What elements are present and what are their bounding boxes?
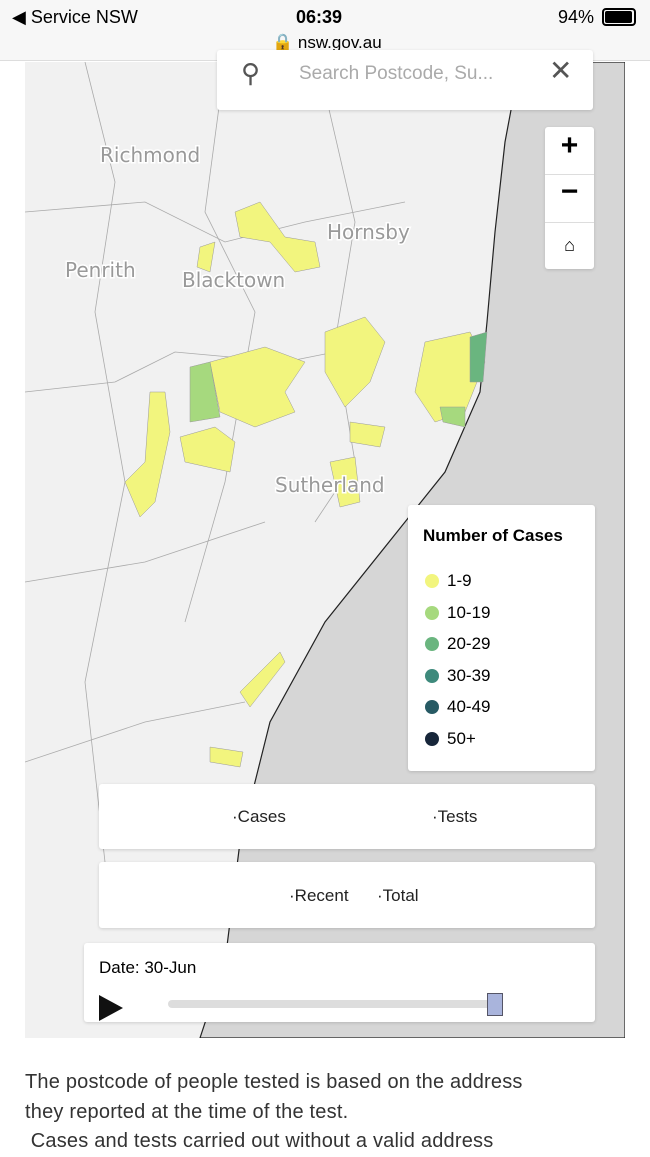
place-label: Blacktown [182,268,285,292]
legend-label: 1-9 [447,571,472,590]
period-toggle: ·Recent ·Total [99,862,595,928]
legend-swatch [425,605,439,620]
back-app-label: Service NSW [30,7,138,27]
battery-icon [602,8,636,26]
note: The postcode of people tested is based o… [25,1068,635,1157]
legend-swatch [425,731,439,746]
play-button[interactable] [99,995,123,1021]
legend-label: 40-49 [447,697,491,716]
legend-label: 30-39 [447,665,491,685]
legend-item: 10-19 [425,603,490,623]
note-line: they reported at the time of the test. [25,1100,349,1123]
legend-item: 40-49 [425,697,490,717]
url-text: nsw.gov.au [297,33,382,52]
search-box[interactable]: ⚲ Search Postcode, Su... ✕ [217,50,593,110]
option-label: Recent [294,886,349,905]
toggle-option[interactable]: ·Recent [289,886,349,905]
home-button[interactable]: ⌂ [545,222,594,270]
option-label: Cases [237,807,286,826]
legend-label: 50+ [447,728,476,748]
legend-swatch [425,574,439,588]
legend-item: 1-9 [425,571,472,591]
place-label: Richmond [100,143,200,167]
zoom-out[interactable]: − [545,174,594,209]
legend-item: 30-39 [425,666,490,686]
legend-swatch [425,700,439,714]
toggle-option[interactable]: ·Tests [432,807,478,826]
time: 06:39 [296,7,343,27]
legend-swatch [425,668,439,683]
search-icon: ⚲ [241,58,261,88]
legend-title: Number of Cases [423,526,563,545]
place-label: Penrith [65,258,136,282]
search-placeholder: Search Postcode, Su... [299,63,494,84]
zoom-in[interactable]: + [560,129,579,162]
toggle-option[interactable]: ·Cases [232,807,286,826]
date-label: Date: 30-Jun [99,958,197,977]
legend-item: 50+ [425,729,476,749]
legend-label: 10-19 [447,602,491,622]
url[interactable]: 🔒 nsw.gov.au [272,33,382,52]
legend-item: 20-29 [425,634,490,654]
back-app[interactable]: ◀ Service NSW [12,7,138,27]
metric-toggle: ·Cases ·Tests [99,784,595,849]
place-label: Sutherland [275,473,385,497]
date-control: Date: 30-Jun [84,943,595,1022]
place-labels: Richmond Hornsby Penrith Blacktown Suthe… [64,142,412,499]
option-label: Tests [437,807,478,826]
slider-track[interactable] [168,1000,498,1008]
legend-label: 20-29 [447,634,491,653]
legend: Number of Cases 1-9 10-19 20-29 30-39 40-49 5… [408,505,595,771]
battery: 94% [558,7,595,27]
clear-button[interactable]: ✕ [549,55,573,86]
zoom-controls: + − ⌂ [545,127,594,269]
note-line: Cases and tests carried out without a va… [25,1130,494,1152]
slider-thumb[interactable] [487,993,503,1016]
note-line: The postcode of people tested is based o… [25,1071,523,1093]
toggle-option[interactable]: ·Total [377,886,419,905]
legend-swatch [425,637,439,651]
place-label: Hornsby [327,220,410,244]
option-label: Total [382,886,419,905]
case-areas [124,201,488,768]
